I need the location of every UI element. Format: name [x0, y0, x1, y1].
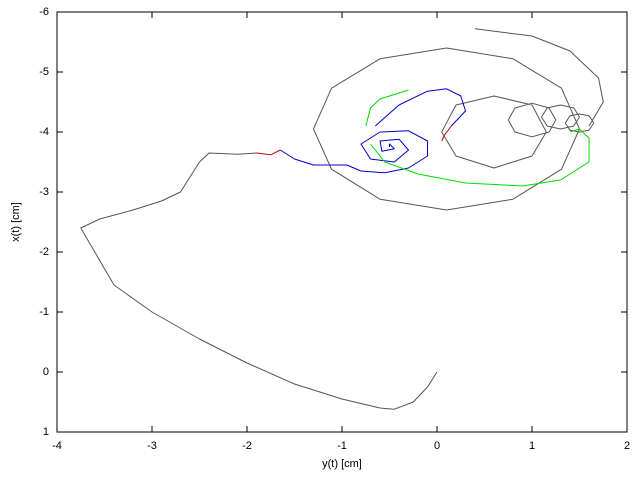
trajectory: [280, 88, 466, 174]
y-tick-label: 0: [43, 366, 49, 378]
y-tick-label: -5: [39, 66, 49, 78]
x-tick-label: 2: [624, 440, 630, 452]
y-axis-label: x(t) [cm]: [10, 202, 22, 242]
x-axis-label: y(t) [cm]: [322, 458, 362, 470]
y-tick-label: -2: [39, 246, 49, 258]
x-tick-label: -2: [242, 440, 252, 452]
y-tick-label: 1: [43, 426, 49, 438]
y-tick-label: -3: [39, 186, 49, 198]
x-tick-label: 0: [434, 440, 440, 452]
trajectory: [365, 89, 590, 187]
trajectory: [256, 125, 452, 156]
plot-frame: [56, 11, 628, 433]
y-tick-label: -1: [39, 306, 49, 318]
trajectory: [80, 28, 604, 410]
x-tick-label: -1: [337, 440, 347, 452]
y-tick-label: -4: [39, 126, 49, 138]
x-tick-label: -3: [147, 440, 157, 452]
x-tick-label: -4: [52, 440, 62, 452]
x-tick-label: 1: [529, 440, 535, 452]
y-tick-label: -6: [39, 6, 49, 18]
